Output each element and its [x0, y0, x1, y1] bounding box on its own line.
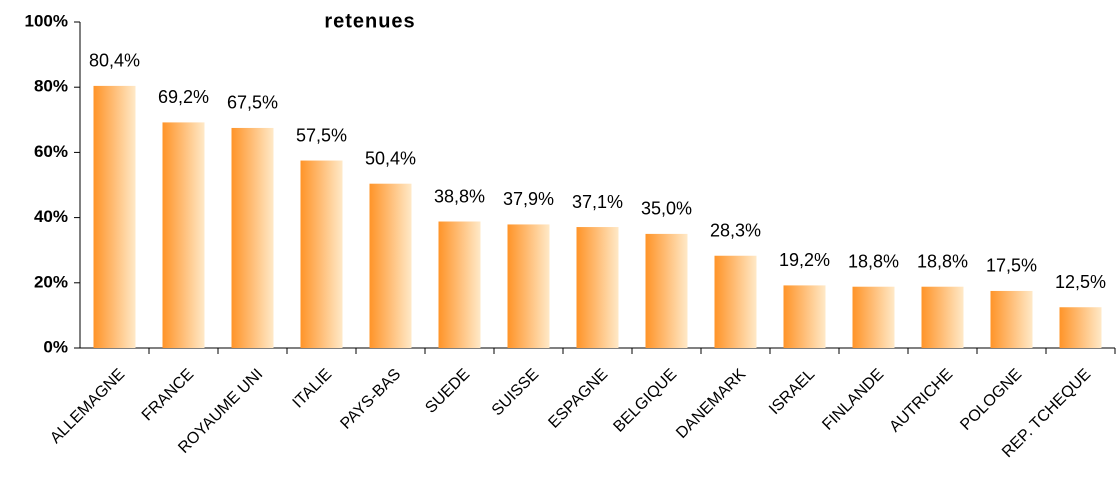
value-label: 18,8% — [848, 251, 899, 271]
x-tick-label: ALLEMAGNE — [47, 366, 128, 447]
bar — [576, 227, 619, 348]
value-label: 57,5% — [296, 125, 347, 145]
bar — [93, 85, 136, 348]
x-tick-label: SUEDE — [422, 366, 473, 417]
bar — [231, 127, 274, 348]
bar — [438, 221, 481, 348]
x-tick-label: POLOGNE — [957, 366, 1025, 434]
x-tick-label: FINLANDE — [819, 366, 887, 434]
value-label: 19,2% — [779, 250, 830, 270]
x-tick-label: DANEMARK — [673, 366, 749, 442]
x-tick-label: PAYS-BAS — [337, 366, 404, 433]
x-tick-label: ITALIE — [290, 366, 336, 412]
value-label: 67,5% — [227, 93, 278, 113]
chart-title: retenues — [324, 10, 415, 32]
value-label: 80,4% — [89, 51, 140, 71]
value-label: 35,0% — [641, 199, 692, 219]
value-label: 37,1% — [572, 192, 623, 212]
bar — [162, 122, 205, 349]
bar — [990, 290, 1033, 348]
value-label: 12,5% — [1055, 272, 1106, 292]
y-tick-label: 40% — [34, 207, 68, 226]
bar — [714, 255, 757, 348]
value-label: 17,5% — [986, 256, 1037, 276]
x-tick-label: SUISSE — [489, 366, 543, 420]
y-tick-label: 0% — [43, 337, 68, 356]
x-tick-label: AUTRICHE — [886, 366, 956, 436]
value-label: 37,9% — [503, 189, 554, 209]
bar — [300, 160, 343, 348]
bar — [645, 233, 688, 348]
value-label: 69,2% — [158, 87, 209, 107]
value-label: 18,8% — [917, 251, 968, 271]
bar — [783, 285, 826, 348]
bar — [852, 286, 895, 348]
value-label: 38,8% — [434, 186, 485, 206]
y-tick-label: 80% — [34, 77, 68, 96]
x-tick-label: FRANCE — [139, 366, 198, 425]
y-tick-label: 60% — [34, 142, 68, 161]
value-label: 28,3% — [710, 220, 761, 240]
y-tick-label: 100% — [25, 11, 68, 30]
x-tick-label: BELGIQUE — [610, 366, 680, 436]
y-tick-label: 20% — [34, 272, 68, 291]
bar — [507, 224, 550, 348]
x-tick-label: ESPAGNE — [545, 366, 611, 432]
bar — [921, 286, 964, 348]
x-tick-label: ISRAEL — [766, 366, 818, 418]
bar — [369, 183, 412, 348]
value-label: 50,4% — [365, 148, 416, 168]
bar — [1059, 307, 1102, 348]
